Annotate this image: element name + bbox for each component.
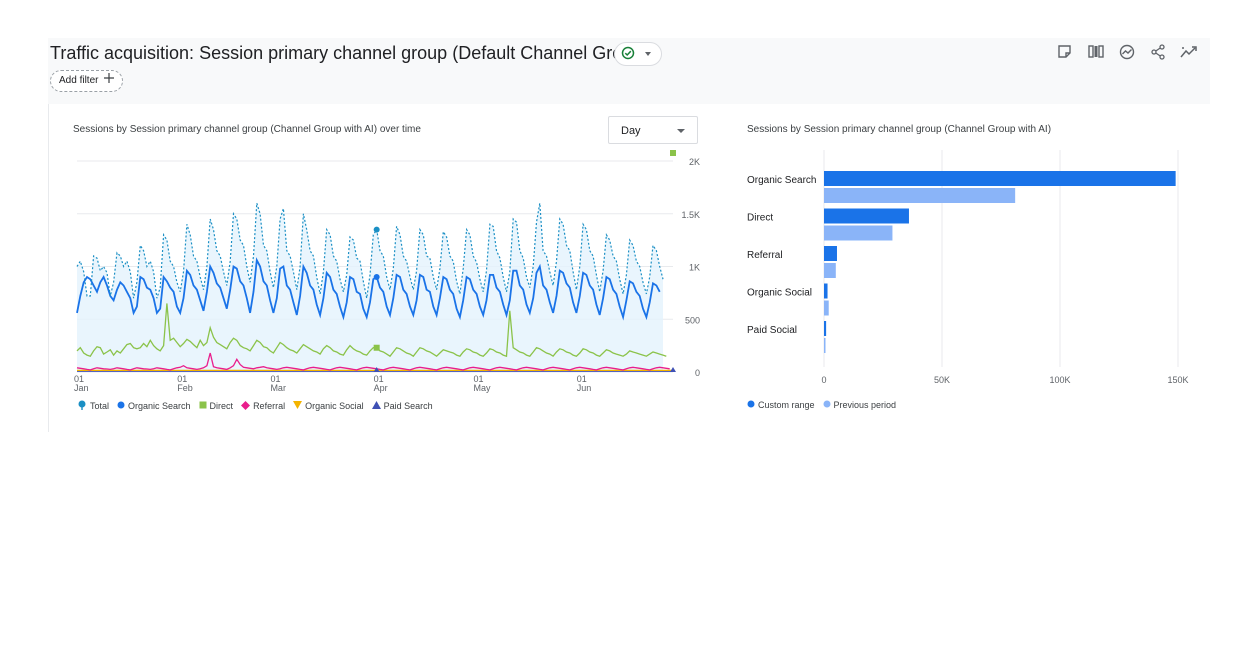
legend-label: Referral bbox=[253, 401, 286, 411]
x-tick-label: 01 bbox=[74, 374, 84, 384]
paid-search-point bbox=[670, 367, 676, 372]
category-label: Direct bbox=[747, 213, 773, 224]
x-tick-label: 100K bbox=[1049, 375, 1070, 385]
legend-item-paid-search[interactable]: Paid Search bbox=[371, 400, 433, 412]
legend-marker-icon bbox=[199, 401, 207, 411]
legend-label: Total bbox=[90, 401, 110, 411]
legend-marker-icon bbox=[117, 401, 125, 411]
paid-search-point bbox=[373, 367, 380, 372]
legend-item-organic-search[interactable]: Organic Search bbox=[117, 400, 191, 412]
add-filter-label: Add filter bbox=[59, 75, 99, 86]
y-tick-label: 500 bbox=[685, 315, 700, 325]
check-circle-icon bbox=[621, 46, 635, 65]
total-point bbox=[373, 226, 380, 233]
granularity-select[interactable]: Day bbox=[608, 116, 698, 144]
legend-marker-icon bbox=[77, 400, 87, 412]
direct-line bbox=[76, 303, 667, 358]
legend-label: Paid Search bbox=[383, 401, 433, 411]
x-tick-label: 150K bbox=[1167, 375, 1188, 385]
category-label: Paid Social bbox=[747, 325, 797, 336]
chevron-down-icon bbox=[645, 52, 651, 56]
report-toolbar bbox=[1055, 42, 1198, 61]
category-label: Referral bbox=[747, 250, 783, 261]
custom-range-bar bbox=[824, 171, 1176, 186]
line-chart-title: Sessions by Session primary channel grou… bbox=[73, 124, 421, 135]
x-tick-label: Jun bbox=[577, 383, 592, 393]
total-line bbox=[76, 203, 664, 299]
legend-marker-icon bbox=[241, 400, 251, 412]
compare-icon[interactable] bbox=[1086, 42, 1105, 61]
x-tick-label: 50K bbox=[934, 375, 950, 385]
legend-marker-icon bbox=[293, 401, 303, 411]
chevron-down-icon bbox=[677, 129, 685, 133]
x-tick-label: 0 bbox=[821, 375, 826, 385]
legend-label: Organic Search bbox=[128, 401, 191, 411]
trend-icon[interactable] bbox=[1179, 42, 1198, 61]
custom-range-bar bbox=[824, 208, 909, 224]
plus-icon bbox=[104, 71, 115, 91]
x-tick-label: 01 bbox=[177, 374, 187, 384]
x-tick-label: May bbox=[474, 383, 492, 393]
bar-chart: 0 50K 100K 150K Organic Search Direct Referral… bbox=[747, 150, 1189, 385]
x-tick-label: Feb bbox=[177, 383, 193, 393]
y-tick-label: 1K bbox=[689, 263, 700, 273]
insights-icon[interactable] bbox=[1117, 42, 1136, 61]
direct-point bbox=[670, 150, 676, 156]
previous-period-bar bbox=[824, 338, 826, 353]
y-tick-label: 2K bbox=[689, 157, 700, 167]
bar-chart-legend: Custom range Previous period bbox=[747, 400, 896, 410]
organic-search-line bbox=[76, 257, 661, 321]
y-tick-label: 0 bbox=[695, 368, 700, 378]
report-header: Traffic acquisition: Session primary cha… bbox=[48, 38, 1210, 104]
x-tick-label: Jan bbox=[74, 383, 89, 393]
legend-label: Custom range bbox=[758, 400, 815, 410]
legend-item-total[interactable]: Total bbox=[77, 400, 109, 412]
legend-label: Organic Social bbox=[305, 401, 364, 411]
legend-item-previous-period[interactable]: Previous period bbox=[823, 400, 897, 410]
x-tick-label: 01 bbox=[474, 374, 484, 384]
previous-period-bar bbox=[824, 188, 1016, 203]
direct-point bbox=[373, 344, 380, 351]
previous-period-bar bbox=[824, 300, 829, 316]
x-tick-label: 01 bbox=[577, 374, 587, 384]
status-chip[interactable] bbox=[614, 42, 662, 66]
referral-line bbox=[76, 352, 670, 371]
custom-range-bar bbox=[824, 321, 827, 336]
organic-search-point bbox=[373, 274, 380, 281]
share-icon[interactable] bbox=[1148, 42, 1167, 61]
page-title: Traffic acquisition: Session primary cha… bbox=[50, 43, 649, 63]
legend-label: Previous period bbox=[833, 400, 897, 410]
category-label: Organic Social bbox=[747, 288, 812, 299]
bar-chart-title: Sessions by Session primary channel grou… bbox=[747, 124, 1052, 135]
y-tick-label: 1.5K bbox=[681, 210, 700, 220]
x-tick-label: Apr bbox=[374, 383, 388, 393]
legend-dot-icon bbox=[823, 400, 831, 410]
legend-label: Direct bbox=[209, 401, 234, 411]
legend-marker-icon bbox=[371, 401, 381, 411]
add-filter-button[interactable]: Add filter bbox=[50, 70, 124, 92]
legend-dot-icon bbox=[747, 400, 755, 410]
x-tick-label: 01 bbox=[374, 374, 384, 384]
card-divider bbox=[48, 104, 49, 432]
line-chart-legend: Total Organic Search Direct Referral Organic… bbox=[77, 400, 433, 412]
line-chart: 2K1.5K1K500001Jan01Feb01Mar01Apr01May01J… bbox=[74, 150, 700, 393]
custom-range-bar bbox=[824, 246, 837, 261]
legend-item-referral[interactable]: Referral bbox=[241, 400, 285, 412]
granularity-value: Day bbox=[621, 125, 641, 137]
total-area bbox=[77, 203, 664, 372]
legend-item-organic-social[interactable]: Organic Social bbox=[293, 400, 364, 412]
x-tick-label: 01 bbox=[270, 374, 280, 384]
legend-item-custom-range[interactable]: Custom range bbox=[747, 400, 815, 410]
note-icon[interactable] bbox=[1055, 42, 1074, 61]
x-tick-label: Mar bbox=[270, 383, 286, 393]
previous-period-bar bbox=[824, 263, 836, 278]
category-label: Organic Search bbox=[747, 175, 816, 186]
legend-item-direct[interactable]: Direct bbox=[199, 400, 234, 412]
custom-range-bar bbox=[824, 283, 828, 299]
previous-period-bar bbox=[824, 225, 893, 241]
